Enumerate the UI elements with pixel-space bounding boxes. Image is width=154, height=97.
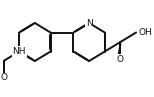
Text: O: O — [117, 55, 124, 64]
Text: NH: NH — [12, 47, 26, 56]
Text: N: N — [86, 19, 93, 28]
Text: O: O — [0, 74, 7, 83]
Text: OH: OH — [138, 28, 152, 37]
